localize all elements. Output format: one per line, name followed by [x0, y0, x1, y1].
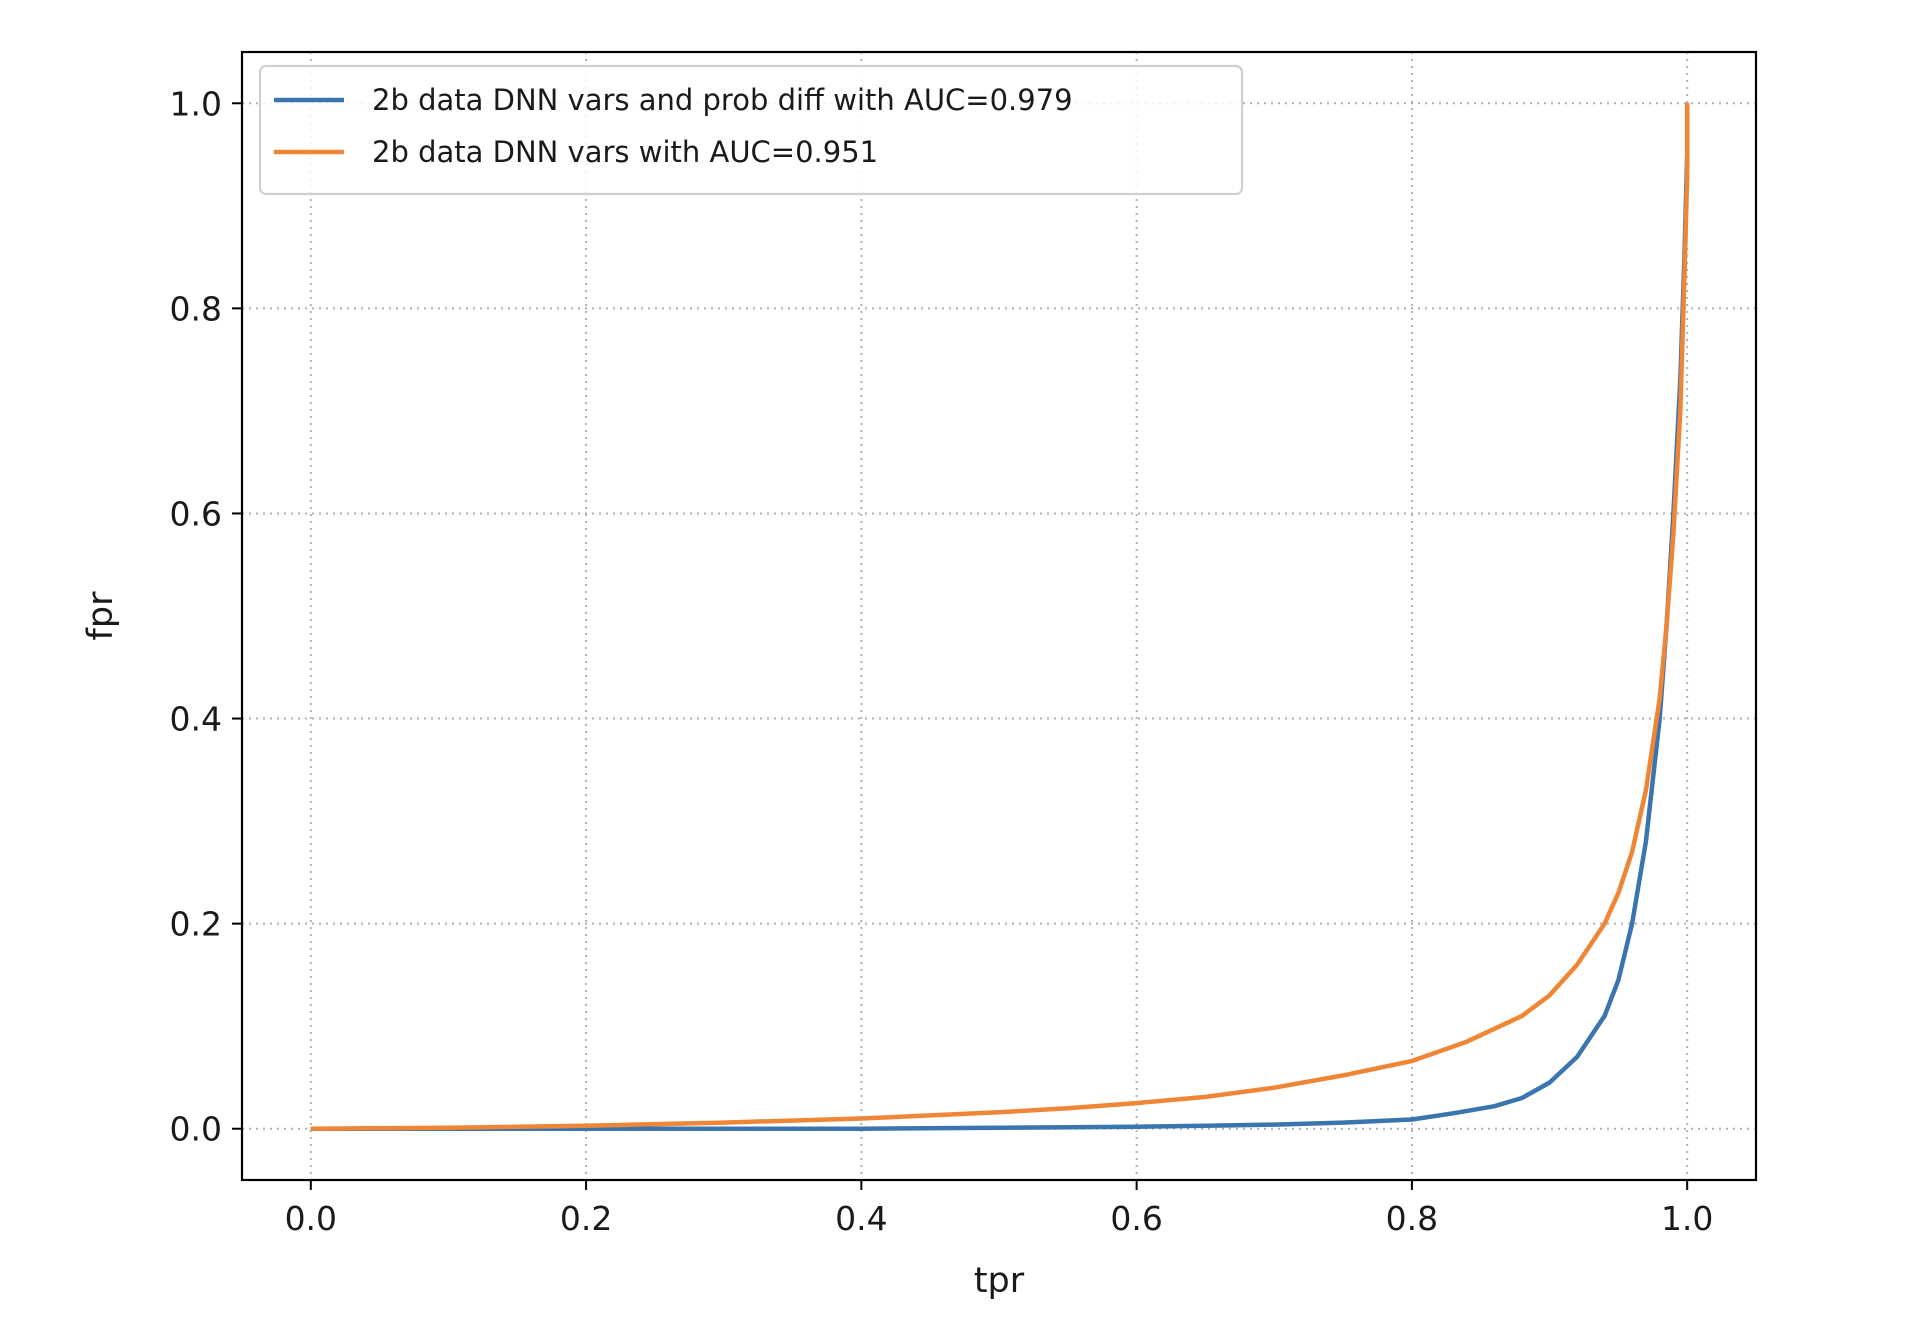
ticks: 0.0 0.2 0.4 0.6 0.8 1.0 0.0 0.2 0.4 0.6 0.8 1.0	[170, 84, 1714, 1238]
y-tick-label: 0.6	[170, 494, 222, 533]
x-axis-label: tpr	[974, 1261, 1025, 1301]
legend: 2b data DNN vars and prob diff with AUC=…	[258, 64, 1244, 196]
y-tick-label: 0.8	[170, 289, 222, 328]
x-tick-label: 1.0	[1661, 1199, 1713, 1238]
x-tick-label: 0.2	[560, 1199, 612, 1238]
legend-label-1: 2b data DNN vars and prob diff with AUC=…	[372, 83, 1073, 117]
x-tick-label: 0.6	[1110, 1199, 1162, 1238]
plot-frame	[240, 50, 1758, 1182]
legend-label-2: 2b data DNN vars with AUC=0.951	[372, 135, 878, 169]
y-tick-label: 0.0	[170, 1110, 222, 1149]
series-lines	[310, 103, 1690, 1131]
x-tick-label: 0.0	[285, 1199, 337, 1238]
legend-box	[258, 64, 1244, 196]
y-axis-label: fpr	[81, 591, 121, 641]
series-line-2	[310, 103, 1690, 1131]
x-tick-label: 0.4	[835, 1199, 887, 1238]
y-tick-label: 0.4	[170, 700, 222, 739]
y-tick-label: 1.0	[170, 84, 222, 123]
x-tick-label: 0.8	[1386, 1199, 1438, 1238]
y-tick-label: 0.2	[170, 905, 222, 944]
